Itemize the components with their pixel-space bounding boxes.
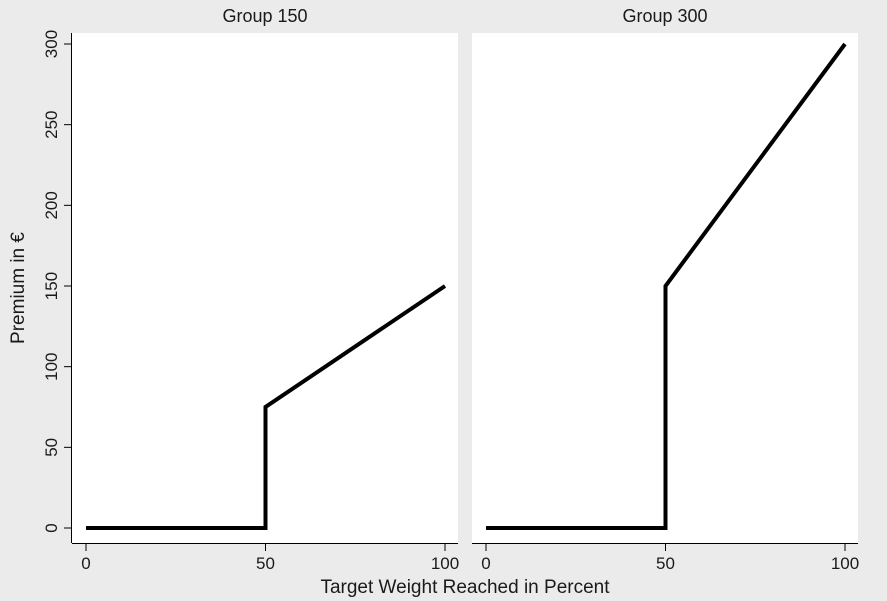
y-axis-label: Premium in € [8,232,29,344]
series-layer [86,284,447,530]
x-tick-label: 100 [831,554,859,573]
y-tick-label: 50 [42,438,61,457]
x-tick-label: 0 [481,554,490,573]
series-line [486,42,847,530]
x-axis-label: Target Weight Reached in Percent [320,577,610,598]
y-tick-label: 150 [42,272,61,300]
y-tick-label: 250 [42,110,61,138]
x-tick-label: 50 [256,554,275,573]
series-line [86,284,447,530]
x-axis: 0 50 100 [472,543,859,573]
y-tick-label: 0 [42,523,61,532]
panel-group-150: Group 150 0 50 100 150 200 250 300 0 50 100 [42,6,459,573]
panel-title: Group 150 [222,6,307,26]
x-axis: 0 50 100 [72,543,459,573]
x-tick-label: 100 [431,554,459,573]
panel-group-300: Group 300 0 50 100 [472,6,859,573]
y-axis: 0 50 100 150 200 250 300 [42,30,72,543]
panel-title: Group 300 [622,6,707,26]
x-tick-label: 50 [656,554,675,573]
y-tick-label: 300 [42,30,61,58]
x-tick-label: 0 [81,554,90,573]
series-layer [486,42,847,530]
y-tick-label: 200 [42,191,61,219]
y-tick-label: 100 [42,352,61,380]
